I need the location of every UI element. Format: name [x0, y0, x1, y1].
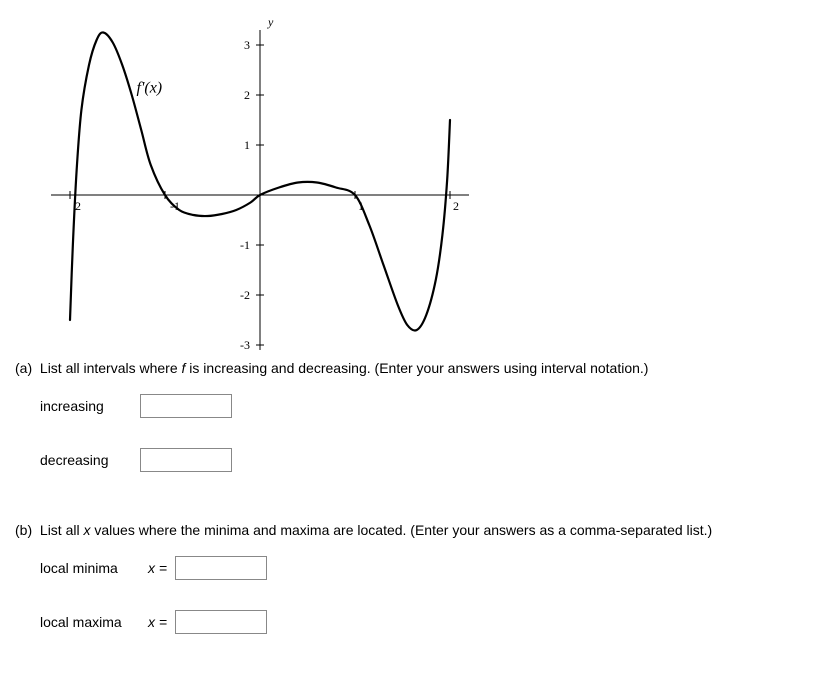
minima-input[interactable] — [175, 556, 267, 580]
part-a-prompt: (a) List all intervals where f is increa… — [15, 360, 823, 376]
part-a: (a) List all intervals where f is increa… — [0, 350, 838, 512]
svg-text:y: y — [267, 15, 274, 29]
part-b-text-pre: List all — [40, 522, 84, 538]
row-maxima: local maxima x = — [40, 610, 823, 634]
minima-label: local minima — [40, 560, 140, 576]
svg-text:-2: -2 — [240, 288, 250, 302]
row-minima: local minima x = — [40, 556, 823, 580]
increasing-label: increasing — [40, 398, 140, 414]
row-increasing: increasing — [40, 394, 823, 418]
graph-figure: 2-112-3-2-1123xyf'(x) — [20, 0, 470, 350]
maxima-eq: x = — [148, 614, 167, 630]
svg-text:f'(x): f'(x) — [137, 80, 163, 97]
part-b: (b) List all x values where the minima a… — [0, 512, 838, 674]
minima-eq: x = — [148, 560, 167, 576]
svg-text:3: 3 — [244, 38, 250, 52]
svg-text:-1: -1 — [240, 238, 250, 252]
maxima-label: local maxima — [40, 614, 140, 630]
increasing-input[interactable] — [140, 394, 232, 418]
part-a-label: (a) — [15, 360, 32, 376]
part-a-text-post: is increasing and decreasing. (Enter you… — [185, 360, 648, 376]
part-b-label: (b) — [15, 522, 32, 538]
chart-svg: 2-112-3-2-1123xyf'(x) — [20, 0, 470, 350]
svg-text:-3: -3 — [240, 338, 250, 350]
svg-text:1: 1 — [244, 138, 250, 152]
decreasing-input[interactable] — [140, 448, 232, 472]
svg-text:2: 2 — [244, 88, 250, 102]
part-b-text-post: values where the minima and maxima are l… — [90, 522, 712, 538]
part-a-text-pre: List all intervals where — [40, 360, 182, 376]
svg-text:2: 2 — [453, 199, 459, 213]
decreasing-label: decreasing — [40, 452, 140, 468]
row-decreasing: decreasing — [40, 448, 823, 472]
maxima-input[interactable] — [175, 610, 267, 634]
part-b-prompt: (b) List all x values where the minima a… — [15, 522, 823, 538]
